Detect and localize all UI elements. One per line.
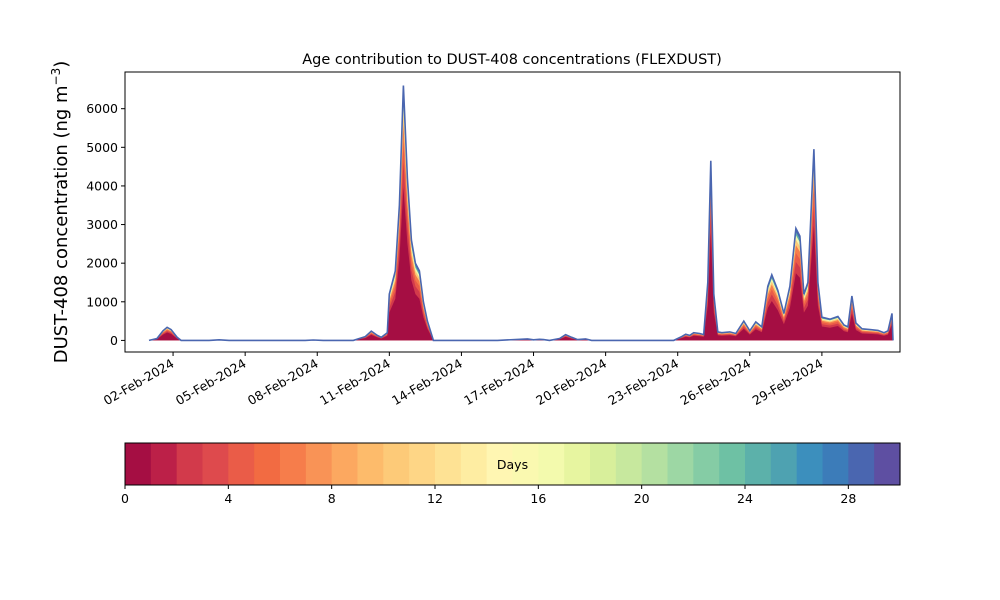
- colorbar-swatch: [874, 443, 901, 485]
- colorbar-swatch: [150, 443, 178, 485]
- age-layer-1: [149, 187, 893, 341]
- colorbar-swatch: [125, 443, 152, 485]
- y-axis: 0 1000 2000 3000 4000 5000 6000: [86, 101, 125, 348]
- y-tick-label: 5000: [86, 140, 118, 155]
- colorbar-swatch: [357, 443, 384, 485]
- y-tick-label: 3000: [86, 217, 118, 232]
- y-axis-label: DUST-408 concentration (ng m−3): [49, 61, 72, 364]
- colorbar-swatch: [538, 443, 565, 485]
- colorbar-swatch: [305, 443, 333, 485]
- colorbar-swatch: [512, 443, 539, 485]
- colorbar-swatch: [590, 443, 617, 485]
- colorbar-swatch: [331, 443, 359, 485]
- y-tick-label: 1000: [86, 294, 118, 309]
- colorbar-tick-label: 20: [634, 491, 650, 506]
- colorbar-swatch: [254, 443, 281, 485]
- colorbar-swatch: [693, 443, 720, 485]
- colorbar-frame: [124, 442, 901, 486]
- y-axis-label-text: DUST-408 concentration (ng m: [51, 85, 72, 363]
- plot-area: [124, 71, 901, 353]
- chart-title: Age contribution to DUST-408 concentrati…: [302, 52, 722, 68]
- colorbar-tick-label: 12: [427, 491, 443, 506]
- colorbar-swatch: [280, 443, 307, 485]
- total-concentration-line: [148, 85, 894, 342]
- colorbar-swatch: [615, 443, 643, 485]
- colorbar-tick-label: 4: [224, 491, 232, 506]
- plot-frame: [124, 71, 901, 353]
- colorbar-swatch: [486, 443, 514, 485]
- y-tick-label: 6000: [86, 101, 118, 116]
- stacked-areas: [148, 85, 894, 342]
- colorbar-swatch: [719, 443, 746, 485]
- colorbar-swatch: [228, 443, 255, 485]
- colorbar-label: Days: [497, 457, 528, 472]
- colorbar-swatch: [202, 443, 229, 485]
- colorbar-swatch: [745, 443, 772, 485]
- colorbar-swatch: [176, 443, 204, 485]
- colorbar-tick-label: 28: [840, 491, 856, 506]
- colorbar-swatch: [564, 443, 591, 485]
- colorbar-swatch: [848, 443, 875, 485]
- colorbar: Days 0 4 8 12 16 20 24 28: [121, 442, 901, 506]
- colorbar-tick-label: 8: [328, 491, 336, 506]
- colorbar-swatch: [667, 443, 694, 485]
- colorbar-swatch: [822, 443, 849, 485]
- y-tick-label: 4000: [86, 178, 118, 193]
- y-tick-label: 2000: [86, 256, 118, 271]
- colorbar-tick-label: 16: [530, 491, 546, 506]
- y-tick-label: 0: [110, 333, 118, 348]
- colorbar-swatch: [460, 443, 488, 485]
- colorbar-swatch: [409, 443, 436, 485]
- colorbar-tick-label: 24: [737, 491, 753, 506]
- colorbar-swatch: [796, 443, 824, 485]
- y-axis-label-superscript: −3: [49, 68, 63, 86]
- y-axis-label-close: ): [51, 61, 72, 68]
- colorbar-swatch: [770, 443, 798, 485]
- colorbar-swatch: [641, 443, 669, 485]
- colorbar-tick-label: 0: [121, 491, 129, 506]
- colorbar-swatch: [435, 443, 462, 485]
- colorbar-swatch: [383, 443, 410, 485]
